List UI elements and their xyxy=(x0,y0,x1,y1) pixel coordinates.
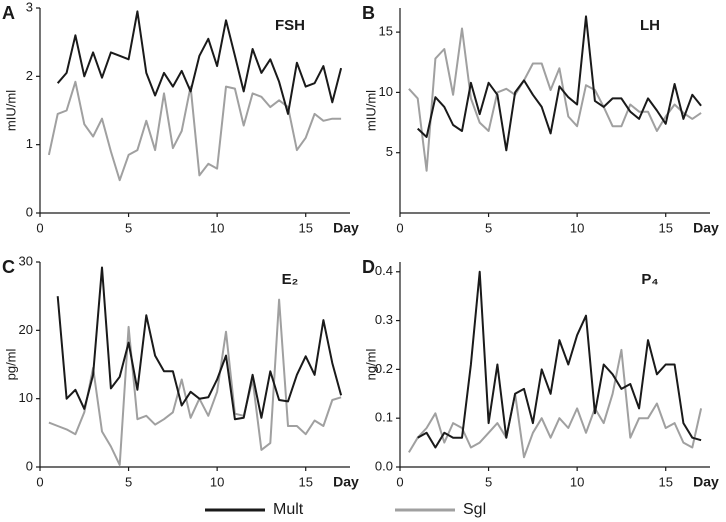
series-line xyxy=(417,270,702,449)
series-line xyxy=(56,266,343,421)
y-tick-label: 0.3 xyxy=(375,312,393,327)
y-tick-label: 0.2 xyxy=(375,361,393,376)
x-tick-label: 0 xyxy=(396,474,403,489)
y-tick-label: 0.0 xyxy=(375,458,393,473)
y-tick-label: 30 xyxy=(19,253,33,268)
x-tick-label: 0 xyxy=(36,220,43,235)
series-line xyxy=(408,348,703,459)
x-tick-label: 5 xyxy=(125,474,132,489)
y-tick-label: 15 xyxy=(379,24,393,39)
y-tick-label: 0.1 xyxy=(375,410,393,425)
panel-title: LH xyxy=(640,17,660,34)
x-tick-label: 5 xyxy=(125,220,132,235)
series-line xyxy=(56,10,343,115)
series-line xyxy=(47,80,342,182)
x-axis-label: Day xyxy=(333,474,359,490)
x-tick-label: 15 xyxy=(658,474,672,489)
panel-title: E₂ xyxy=(282,271,299,288)
y-tick-label: 5 xyxy=(386,144,393,159)
y-axis-label: pg/ml xyxy=(3,348,18,380)
y-tick-label: 0.4 xyxy=(375,263,393,278)
panel-title: FSH xyxy=(275,17,305,34)
y-tick-label: 1 xyxy=(26,136,33,151)
x-tick-label: 10 xyxy=(570,220,584,235)
y-tick-label: 2 xyxy=(26,68,33,83)
y-tick-label: 10 xyxy=(379,84,393,99)
series-line xyxy=(417,15,702,152)
x-tick-label: 15 xyxy=(658,220,672,235)
series-line xyxy=(48,298,342,466)
x-axis-label: Day xyxy=(693,474,719,490)
y-tick-label: 3 xyxy=(26,0,33,14)
y-axis-label: mIU/ml xyxy=(3,90,18,131)
x-tick-label: 10 xyxy=(210,474,224,489)
y-axis-label: ng/ml xyxy=(363,348,378,380)
y-tick-label: 10 xyxy=(19,390,33,405)
panel-title: P₄ xyxy=(641,271,658,288)
x-tick-label: 10 xyxy=(570,474,584,489)
legend-label: Mult xyxy=(273,501,304,518)
panel-label: C xyxy=(2,257,15,277)
panel-label: D xyxy=(362,257,375,277)
x-tick-label: 0 xyxy=(396,220,403,235)
x-tick-label: 0 xyxy=(36,474,43,489)
x-tick-label: 5 xyxy=(485,474,492,489)
y-tick-label: 0 xyxy=(26,458,33,473)
x-axis-label: Day xyxy=(693,220,719,236)
x-tick-label: 15 xyxy=(298,220,312,235)
x-axis-label: Day xyxy=(333,220,359,236)
legend-label: Sgl xyxy=(463,501,486,518)
x-tick-label: 5 xyxy=(485,220,492,235)
x-tick-label: 15 xyxy=(298,474,312,489)
series-line xyxy=(408,27,702,172)
panel-label: B xyxy=(362,3,375,23)
y-tick-label: 20 xyxy=(19,322,33,337)
x-tick-label: 10 xyxy=(210,220,224,235)
y-axis-label: mIU/ml xyxy=(363,90,378,131)
panel-label: A xyxy=(2,3,15,23)
y-tick-label: 0 xyxy=(26,204,33,219)
